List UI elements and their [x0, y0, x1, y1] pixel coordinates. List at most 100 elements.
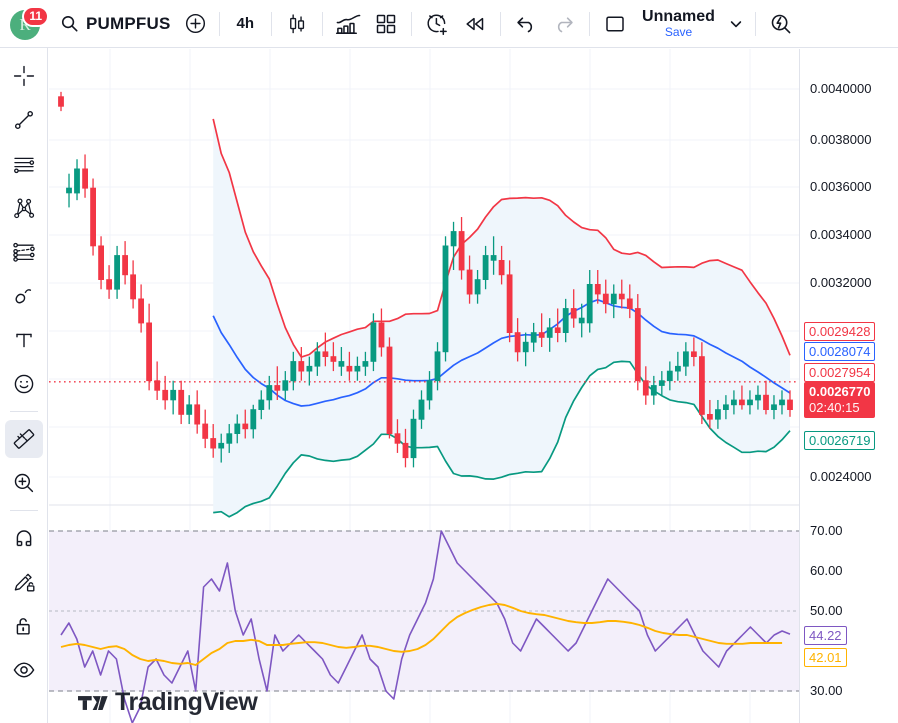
bollinger-bands	[212, 118, 791, 518]
candle-body	[402, 442, 409, 459]
bollinger-upper-label: 0.0029428	[804, 322, 876, 341]
horizontal-lines-tool[interactable]	[5, 145, 43, 183]
bollinger-basis-label: 0.0028074	[804, 342, 876, 361]
symbol-name: PUMPFUS	[86, 13, 171, 33]
text-tool[interactable]	[5, 321, 43, 359]
rsi-tick-label: 30.00	[810, 683, 843, 698]
prev-close-label: 0.0027954	[804, 363, 876, 382]
add-symbol-button[interactable]	[179, 7, 213, 41]
candle-body	[330, 356, 337, 362]
undo-icon[interactable]	[507, 7, 545, 41]
magnet-tool[interactable]	[5, 519, 43, 557]
timeframe-button[interactable]: 4h	[236, 15, 255, 32]
candle-body	[362, 361, 369, 367]
trend-line-tool[interactable]	[5, 101, 43, 139]
candle-body	[258, 399, 265, 411]
candle-body	[634, 308, 641, 382]
zoom-in-tool[interactable]	[5, 464, 43, 502]
bollinger-lower	[213, 360, 791, 518]
candle-body	[58, 96, 64, 107]
candle-body	[418, 399, 425, 420]
user-avatar-button[interactable]: R 11	[6, 4, 52, 44]
sidebar-divider	[9, 411, 38, 412]
candle-body	[683, 351, 689, 367]
candlestick-icon[interactable]	[278, 7, 316, 41]
candle-body	[787, 399, 793, 411]
candle-body	[386, 346, 393, 435]
chart-canvas[interactable]	[49, 49, 799, 723]
candle-body	[570, 308, 577, 319]
bollinger-upper	[212, 118, 791, 358]
measure-ruler-tool[interactable]	[4, 420, 43, 458]
candle-body	[562, 308, 569, 334]
candle-body	[394, 433, 401, 444]
candle-body	[178, 389, 185, 415]
candle-body	[434, 351, 441, 382]
candle-body	[146, 322, 152, 382]
indicators-icon[interactable]	[329, 7, 367, 41]
price-tick-label: 0.0032000	[810, 275, 872, 290]
symbol-search-button[interactable]: PUMPFUS	[52, 7, 179, 41]
candle-body	[194, 404, 201, 425]
price-tick-label: 0.0034000	[810, 227, 872, 242]
candle-body	[578, 317, 585, 324]
cross-cursor-tool[interactable]	[5, 57, 43, 95]
chart-svg	[49, 49, 799, 723]
save-layout-link[interactable]: Save	[664, 25, 693, 39]
lock-drawings-tool[interactable]	[5, 607, 43, 645]
candle-body	[242, 423, 249, 430]
candle-body	[739, 399, 745, 406]
candle-body	[442, 245, 449, 353]
emoji-tool[interactable]	[5, 365, 43, 403]
bar-countdown: 02:40:15	[809, 400, 860, 415]
layout-square-icon[interactable]	[596, 7, 634, 41]
candle-body	[338, 361, 345, 367]
price-tick-label: 0.0036000	[810, 179, 872, 194]
candle-body	[522, 341, 529, 353]
candle-body	[731, 399, 737, 406]
bollinger-basis	[212, 298, 791, 407]
candle-body	[602, 293, 609, 305]
candle-body	[106, 279, 112, 290]
candle-body	[202, 423, 209, 439]
candle-body	[378, 322, 385, 348]
hide-drawings-tool[interactable]	[5, 651, 43, 689]
rsi-value-label: 44.22	[804, 626, 847, 645]
candle-body	[354, 365, 361, 372]
candle-body	[610, 293, 617, 305]
candle-body	[370, 322, 377, 362]
candle-body	[186, 404, 193, 415]
candle-body	[90, 187, 96, 247]
brush-tool[interactable]	[5, 277, 43, 315]
candle-body	[642, 380, 649, 396]
lightning-search-icon[interactable]	[762, 7, 800, 41]
prediction-tool[interactable]	[5, 233, 43, 271]
drawing-mode-lock-tool[interactable]	[5, 563, 43, 601]
rsi-tick-label: 50.00	[810, 603, 843, 618]
candle-body	[771, 404, 777, 410]
candle-body	[66, 187, 72, 194]
candle-body	[658, 380, 665, 386]
grid-templates-icon[interactable]	[367, 7, 405, 41]
candle-body	[170, 389, 177, 401]
alarm-add-icon[interactable]	[418, 7, 456, 41]
layout-name-button[interactable]: Unnamed Save	[634, 4, 723, 44]
toolbar-divider	[500, 11, 502, 36]
bar-replay-icon[interactable]	[456, 7, 494, 41]
chevron-down-icon[interactable]	[723, 7, 749, 41]
candle-body	[594, 283, 601, 295]
candle-body	[130, 274, 136, 300]
drawing-tools-sidebar	[0, 48, 48, 723]
candle-body	[226, 433, 233, 444]
candle-body	[266, 385, 273, 401]
candle-body	[554, 327, 561, 333]
redo-icon[interactable]	[545, 7, 583, 41]
candlestick-series	[58, 91, 793, 468]
price-scale[interactable]: USD 0.00400000.00380000.00360000.0034000…	[799, 49, 898, 723]
candle-body	[450, 231, 457, 247]
toolbar-divider	[322, 11, 324, 36]
candle-body	[618, 293, 625, 300]
toolbar-divider	[754, 11, 756, 36]
patterns-tool[interactable]	[5, 189, 43, 227]
toolbar-divider	[411, 11, 413, 36]
